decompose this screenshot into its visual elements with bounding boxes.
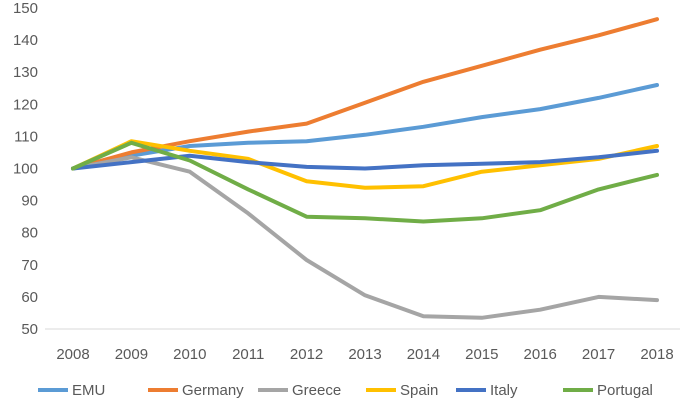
y-tick-label: 80	[21, 225, 38, 242]
legend-label: Italy	[490, 382, 518, 399]
y-tick-label: 120	[13, 96, 38, 113]
y-tick-label: 110	[14, 128, 38, 145]
legend-item-emu: EMU	[38, 382, 105, 399]
y-tick-label: 130	[13, 64, 38, 81]
legend-label: EMU	[72, 382, 105, 399]
legend-label: Greece	[292, 382, 341, 399]
series-lines	[71, 17, 659, 320]
y-tick-label: 60	[21, 289, 38, 306]
x-tick-label: 2013	[348, 346, 381, 363]
legend-label: Germany	[182, 382, 244, 399]
y-tick-label: 90	[21, 193, 38, 210]
series-line-germany	[71, 17, 659, 171]
y-tick-label: 150	[13, 0, 38, 17]
x-tick-label: 2018	[640, 346, 673, 363]
series-line-spain	[71, 139, 659, 190]
x-tick-label: 2016	[524, 346, 557, 363]
y-tick-label: 100	[13, 161, 38, 178]
x-tick-label: 2009	[115, 346, 148, 363]
x-tick-label: 2008	[56, 346, 89, 363]
legend-item-greece: Greece	[258, 382, 341, 399]
x-tick-label: 2015	[465, 346, 498, 363]
x-axis-tick-labels: 2008 2009 2010 2011 2012 2013 2014 2015 2016 2017…	[56, 346, 673, 363]
x-tick-label: 2014	[407, 346, 440, 363]
legend-item-spain: Spain	[366, 382, 438, 399]
legend-label: Portugal	[597, 382, 653, 399]
x-tick-label: 2017	[582, 346, 615, 363]
legend-item-portugal: Portugal	[563, 382, 653, 399]
y-tick-label: 140	[13, 32, 38, 49]
series-line-emu	[71, 83, 659, 171]
legend-item-italy: Italy	[456, 382, 518, 399]
x-tick-label: 2012	[290, 346, 323, 363]
y-tick-label: 70	[21, 257, 38, 274]
series-line-italy	[71, 148, 659, 171]
y-axis-tick-labels: 50 60 70 80 90 100 110 120 130 140 150	[13, 0, 38, 338]
x-tick-label: 2011	[232, 346, 264, 363]
series-line-greece	[71, 155, 659, 320]
x-tick-label: 2010	[173, 346, 206, 363]
y-tick-label: 50	[21, 321, 38, 338]
legend-item-germany: Germany	[148, 382, 244, 399]
series-line-portugal	[71, 140, 659, 224]
legend-label: Spain	[400, 382, 438, 399]
legend: EMU Germany Greece Spain Italy Portugal	[38, 382, 653, 399]
